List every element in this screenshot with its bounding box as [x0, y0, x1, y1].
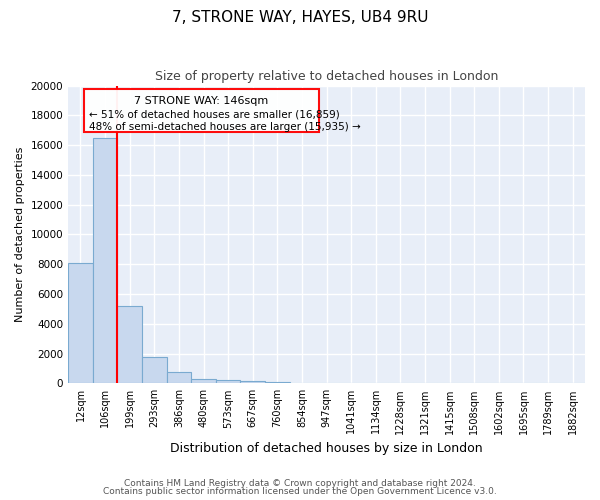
Bar: [241, 381, 265, 384]
Bar: [216, 380, 241, 384]
Y-axis label: Number of detached properties: Number of detached properties: [15, 146, 25, 322]
Text: 7, STRONE WAY, HAYES, UB4 9RU: 7, STRONE WAY, HAYES, UB4 9RU: [172, 10, 428, 25]
Bar: [93, 138, 118, 384]
Bar: [142, 356, 167, 384]
Title: Size of property relative to detached houses in London: Size of property relative to detached ho…: [155, 70, 498, 83]
Bar: [191, 379, 216, 384]
Bar: [68, 262, 93, 384]
FancyBboxPatch shape: [83, 88, 319, 132]
Text: 48% of semi-detached houses are larger (15,935) →: 48% of semi-detached houses are larger (…: [89, 122, 361, 132]
Text: Contains public sector information licensed under the Open Government Licence v3: Contains public sector information licen…: [103, 487, 497, 496]
Bar: [167, 372, 191, 384]
Text: Contains HM Land Registry data © Crown copyright and database right 2024.: Contains HM Land Registry data © Crown c…: [124, 478, 476, 488]
Bar: [118, 306, 142, 384]
X-axis label: Distribution of detached houses by size in London: Distribution of detached houses by size …: [170, 442, 483, 455]
Text: 7 STRONE WAY: 146sqm: 7 STRONE WAY: 146sqm: [134, 96, 268, 106]
Text: ← 51% of detached houses are smaller (16,859): ← 51% of detached houses are smaller (16…: [89, 109, 340, 119]
Bar: [265, 382, 290, 384]
